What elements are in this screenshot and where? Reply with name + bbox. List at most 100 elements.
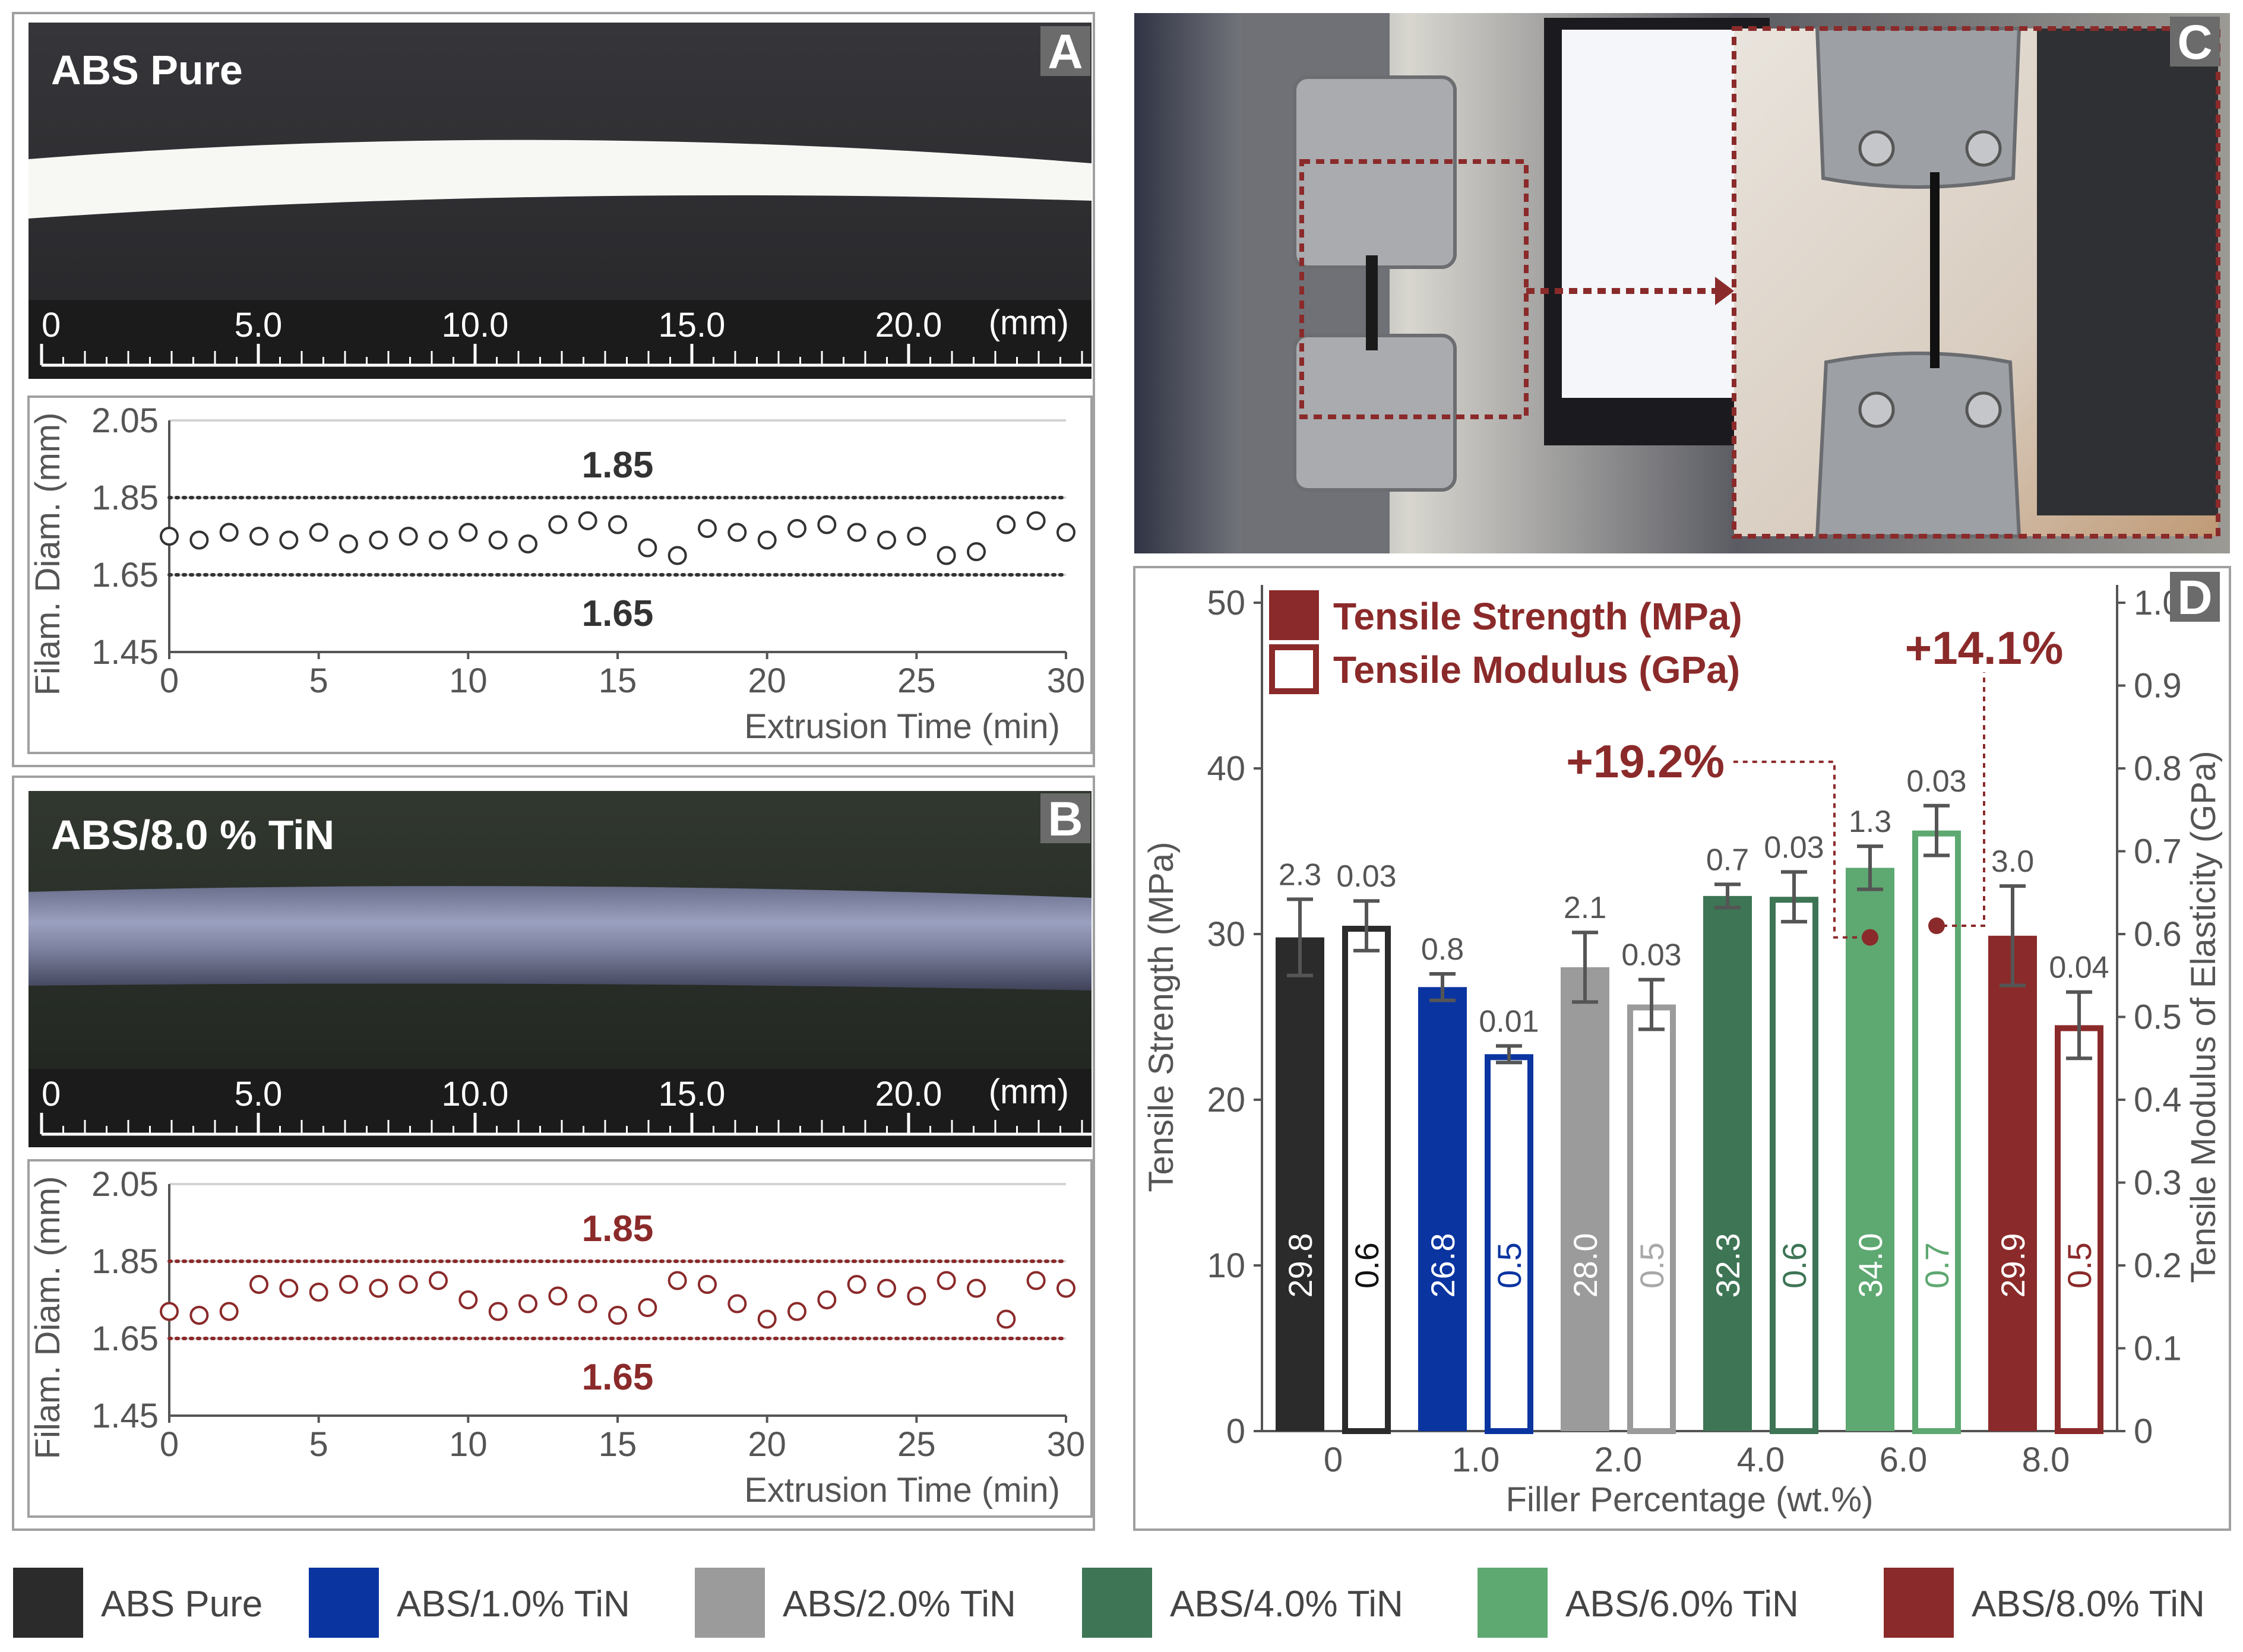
diameter-plot-a: 2.05 1.85 1.65 1.450 5 10 15 20 25 30 1.85 1.65 Fila… xyxy=(29,401,1085,746)
upper-grip xyxy=(1293,75,1457,269)
data-point xyxy=(339,1275,358,1294)
lower-grip xyxy=(1293,334,1457,492)
data-point xyxy=(488,1302,508,1321)
data-point xyxy=(1056,1278,1075,1298)
zoom-inset xyxy=(1732,26,2220,539)
y-tick-label: 20 xyxy=(1207,1081,1245,1119)
data-point xyxy=(279,1278,299,1298)
y2-tick-label: 0.5 xyxy=(2134,998,2182,1037)
reference-dot xyxy=(1928,917,1945,935)
panel-letter: B xyxy=(1048,792,1083,846)
data-point xyxy=(967,1278,986,1298)
data-point xyxy=(518,1294,537,1314)
diameter-plot-b: 2.05 1.85 1.65 1.450 5 10 15 20 25 30 1.85 1.65 Fila… xyxy=(29,1165,1085,1509)
y-tick-label: 1.85 xyxy=(91,1242,159,1281)
data-point xyxy=(996,1309,1016,1329)
x-tick-label: 15 xyxy=(599,662,637,700)
data-point xyxy=(219,523,239,542)
data-point xyxy=(638,1298,657,1317)
data-point xyxy=(518,534,537,553)
ruler-label: 0 xyxy=(42,1075,61,1113)
lower-limit-label: 1.65 xyxy=(582,1357,654,1398)
error-label: 3.0 xyxy=(1991,844,2034,879)
panel-a-plot: 2.05 1.85 1.65 1.450 5 10 15 20 25 30 1.85 1.65 Fila… xyxy=(27,395,1093,754)
ruler-label: 5.0 xyxy=(235,306,283,344)
x-tick-label: 5 xyxy=(309,1425,328,1464)
strength-bar xyxy=(1418,987,1467,1431)
data-point xyxy=(458,1290,478,1309)
y-tick-label: 1.65 xyxy=(91,556,159,594)
screw-icon xyxy=(1858,130,1895,167)
data-point xyxy=(937,1271,956,1290)
x-tick-label: 8.0 xyxy=(2022,1441,2070,1479)
x-tick-label: 15 xyxy=(599,1425,637,1464)
legend-swatch-modulus xyxy=(1269,644,1319,694)
y2-tick-label: 0.9 xyxy=(2134,667,2182,705)
panel-letter: C xyxy=(2177,15,2212,69)
x-tick-label: 20 xyxy=(748,1425,786,1464)
x-tick-label: 4.0 xyxy=(1737,1441,1785,1479)
error-label: 0.03 xyxy=(1336,859,1396,894)
ruler-unit: (mm) xyxy=(989,303,1069,342)
y-tick-label: 0 xyxy=(1226,1412,1245,1451)
y2-tick-label: 0.3 xyxy=(2134,1164,2182,1202)
modulus-bar xyxy=(1770,897,1818,1434)
modulus-bar xyxy=(2055,1025,2103,1434)
data-point xyxy=(907,527,926,546)
data-point xyxy=(608,515,627,534)
error-label: 0.03 xyxy=(1764,830,1824,865)
data-point xyxy=(937,546,956,565)
data-point xyxy=(249,1275,268,1294)
strength-value-label: 29.8 xyxy=(1282,1233,1319,1298)
strength-bar xyxy=(1276,937,1324,1431)
error-label: 2.1 xyxy=(1564,891,1606,925)
data-point xyxy=(429,1271,448,1290)
photo-title: ABS/8.0 % TiN xyxy=(51,812,334,858)
data-point xyxy=(369,1278,388,1298)
data-point xyxy=(279,530,299,550)
modulus-value-label: 0.5 xyxy=(1633,1242,1671,1289)
specimen xyxy=(1366,255,1378,350)
panel-letter-b: B xyxy=(1040,792,1090,846)
ruler-label: 5.0 xyxy=(235,1075,283,1113)
data-point xyxy=(369,530,388,550)
y2-tick-label: 0.6 xyxy=(2134,915,2182,954)
legend-label: ABS/1.0% TiN xyxy=(397,1584,630,1625)
data-point xyxy=(1026,511,1046,530)
y-tick-label: 30 xyxy=(1207,915,1245,954)
legend-label-strength: Tensile Strength (MPa) xyxy=(1333,595,1742,638)
white-filament xyxy=(29,140,1092,219)
strength-bar xyxy=(1988,935,2037,1431)
data-point xyxy=(757,530,777,550)
data-point xyxy=(458,523,478,542)
ruler: 0 5.0 10.0 15.0 20.0 (mm) xyxy=(40,1072,1092,1136)
error-label: 0.03 xyxy=(1906,764,1966,799)
legend-swatch xyxy=(1884,1568,1954,1638)
panel-letter: D xyxy=(2177,571,2212,625)
lower-limit-label: 1.65 xyxy=(582,593,654,634)
screw-icon xyxy=(1965,391,2002,428)
ruler-label: 15.0 xyxy=(659,1075,726,1113)
screw-icon xyxy=(1858,391,1895,428)
data-point xyxy=(189,530,209,550)
panel-c: C xyxy=(1134,13,2230,553)
ruler: 0 5.0 10.0 15.0 20.0 (mm) xyxy=(40,303,1092,367)
x-tick-label: 20 xyxy=(748,662,786,700)
panel-b-photo: 0 5.0 10.0 15.0 20.0 (mm) ABS/8.0 % TiN xyxy=(29,791,1092,1147)
data-point xyxy=(309,1283,328,1302)
data-point xyxy=(249,527,268,546)
legend-swatch-strength xyxy=(1269,590,1319,640)
y2-tick-label: 0.2 xyxy=(2134,1246,2182,1285)
photo-title: ABS Pure xyxy=(51,47,243,93)
strength-bar xyxy=(1561,967,1609,1431)
x-axis-label: Extrusion Time (min) xyxy=(744,1471,1060,1509)
x-tick-label: 0 xyxy=(160,662,179,700)
modulus-value-label: 0.6 xyxy=(1776,1242,1813,1289)
strength-increase-annotation: +19.2% xyxy=(1566,735,1725,787)
data-point xyxy=(160,1302,179,1321)
strength-value-label: 29.9 xyxy=(1994,1233,2032,1298)
ruler-label: 15.0 xyxy=(659,306,726,344)
y2-tick-label: 0.7 xyxy=(2134,833,2182,871)
strength-bar xyxy=(1846,868,1894,1431)
